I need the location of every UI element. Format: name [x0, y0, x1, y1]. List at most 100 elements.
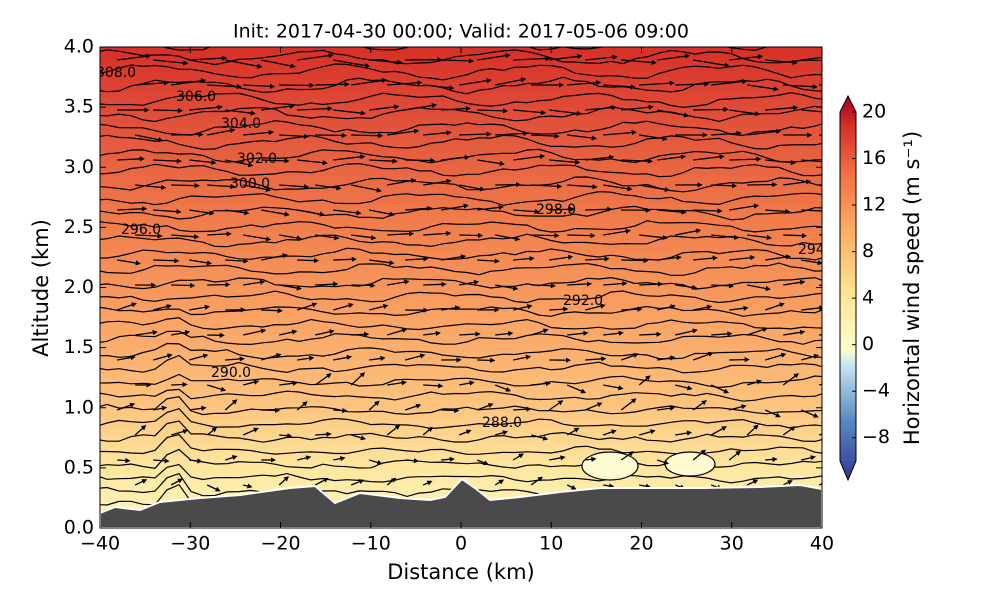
- wind-arrow: [206, 484, 221, 492]
- wind-arrow: [314, 477, 329, 486]
- wind-arrow: [531, 283, 556, 289]
- wind-arrow: [567, 184, 598, 190]
- wind-arrow: [225, 109, 256, 116]
- wind-arrow: [549, 206, 575, 212]
- wind-arrow: [801, 109, 822, 113]
- wind-arrow: [603, 330, 624, 336]
- contour-line: [100, 220, 822, 233]
- contour-label: 306.0: [176, 89, 216, 105]
- wind-arrow: [513, 208, 540, 215]
- x-tick-label: 10: [539, 533, 563, 555]
- wind-arrow: [764, 302, 785, 311]
- contour-line: [100, 342, 822, 360]
- contour-line: [100, 420, 822, 443]
- x-tick-label: −30: [170, 533, 210, 555]
- wind-arrow: [495, 331, 514, 337]
- contour-line: [100, 49, 822, 66]
- contour-line: [100, 63, 822, 81]
- wind-arrow: [692, 449, 707, 461]
- wind-arrow: [387, 231, 415, 237]
- wind-arrow: [495, 130, 529, 137]
- contour-line: [100, 463, 822, 484]
- wind-arrow: [711, 283, 735, 289]
- wind-arrow: [134, 479, 148, 486]
- wind-arrow: [207, 84, 242, 90]
- wind-arrow: [189, 55, 228, 61]
- wind-arrow: [675, 228, 702, 236]
- wind-arrow: [171, 329, 191, 336]
- wind-arrow: [710, 426, 727, 436]
- wind-arrow: [494, 479, 505, 486]
- wind-arrow: [765, 254, 792, 261]
- colorbar-label: Horizontal wind speed (m s⁻¹): [900, 131, 924, 445]
- wind-arrow: [297, 209, 325, 217]
- wind-arrow: [153, 258, 180, 264]
- wind-arrow: [279, 380, 298, 386]
- wind-arrow: [279, 234, 302, 241]
- wind-arrow: [513, 304, 533, 311]
- wind-arrow: [297, 455, 312, 461]
- wind-arrow: [675, 328, 698, 336]
- wind-arrow: [603, 280, 628, 287]
- wind-arrow: [422, 426, 433, 436]
- wind-arrow: [639, 429, 656, 436]
- y-tick-label: 3.0: [64, 156, 94, 178]
- y-tick-label: 2.0: [64, 276, 94, 298]
- wind-arrow: [225, 356, 245, 362]
- wind-arrow: [620, 353, 639, 361]
- wind-arrow: [117, 457, 131, 464]
- x-tick-label: 30: [720, 533, 744, 555]
- wind-arrow: [675, 430, 693, 436]
- wind-arrow: [441, 58, 475, 64]
- wind-arrow: [386, 424, 401, 436]
- wind-arrow: [620, 451, 634, 461]
- wind-arrow: [207, 231, 232, 237]
- wind-arrow: [135, 329, 158, 336]
- wind-arrow: [369, 209, 395, 217]
- wind-arrow: [819, 233, 822, 236]
- wind-arrow: [711, 234, 740, 240]
- contour-line: [100, 290, 822, 304]
- wind-arrow: [170, 478, 184, 486]
- colorbar-tick-label: 16: [862, 147, 886, 169]
- contour-label: 290.0: [211, 365, 251, 381]
- wind-arrow: [530, 328, 549, 336]
- contour-line: [100, 330, 822, 346]
- wind-arrow: [369, 259, 395, 266]
- wind-arrow: [387, 279, 410, 286]
- wind-arrow: [693, 208, 723, 214]
- contour-line: [100, 305, 822, 317]
- contour-label: 298.0: [536, 202, 576, 218]
- wind-arrow: [639, 184, 670, 193]
- y-axis-label: Altitude (km): [29, 219, 53, 357]
- contour-line: [100, 134, 822, 150]
- wind-arrow: [567, 80, 602, 86]
- colorbar: −8 −4 0 4 8 12 16 20: [839, 94, 890, 482]
- wind-arrow: [603, 129, 637, 136]
- wind-arrow: [225, 59, 263, 69]
- wind-arrow: [783, 179, 812, 186]
- wind-arrow: [639, 281, 663, 287]
- wind-arrow: [297, 355, 315, 361]
- wind-arrow: [585, 456, 597, 462]
- wind-arrow: [315, 281, 339, 287]
- contour-label: 304.0: [221, 116, 261, 132]
- wind-arrow: [405, 256, 429, 262]
- wind-arrow: [225, 159, 254, 168]
- x-tick-label: −40: [80, 533, 120, 555]
- wind-arrow: [351, 133, 384, 139]
- wind-arrow: [602, 429, 617, 436]
- wind-arrow: [386, 477, 397, 486]
- wind-arrow: [746, 479, 759, 486]
- wind-arrow: [153, 158, 182, 164]
- contour-line: [100, 373, 822, 389]
- wind-arrow: [153, 59, 189, 66]
- wind-arrow: [621, 59, 657, 66]
- wind-arrow: [692, 400, 707, 411]
- y-tick-label: 1.0: [64, 396, 94, 418]
- wind-arrow: [278, 476, 289, 486]
- wind-arrow: [153, 458, 170, 464]
- contour-line: [100, 317, 822, 331]
- wind-arrow: [261, 59, 296, 69]
